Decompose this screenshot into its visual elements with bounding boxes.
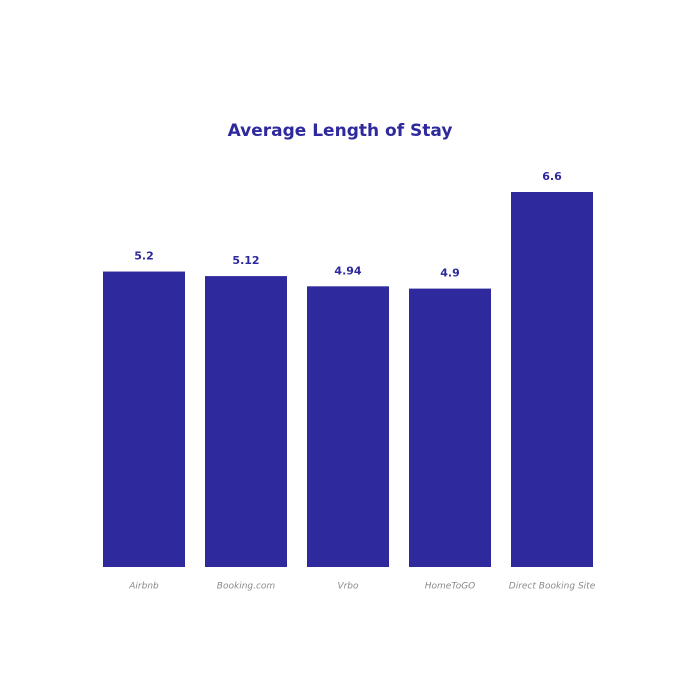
value-label: 5.12 [232,254,259,267]
bar [103,271,185,567]
value-label: 4.94 [334,264,361,277]
x-tick-label: Airbnb [128,582,159,592]
bar [409,288,491,567]
x-tick-label: HomeToGO [425,582,476,592]
x-tick-label: Booking.com [217,582,276,592]
value-label: 4.9 [440,267,460,280]
value-label: 6.6 [542,170,562,183]
x-tick-label: Direct Booking Site [509,582,596,592]
bar [307,286,389,567]
x-tick-label: Vrbo [337,582,359,592]
chart-title: Average Length of Stay [228,121,453,141]
value-label: 5.2 [134,250,154,263]
bar [511,192,593,567]
bar [205,276,287,567]
